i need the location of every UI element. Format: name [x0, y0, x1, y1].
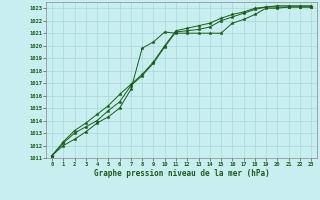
X-axis label: Graphe pression niveau de la mer (hPa): Graphe pression niveau de la mer (hPa) [94, 169, 269, 178]
